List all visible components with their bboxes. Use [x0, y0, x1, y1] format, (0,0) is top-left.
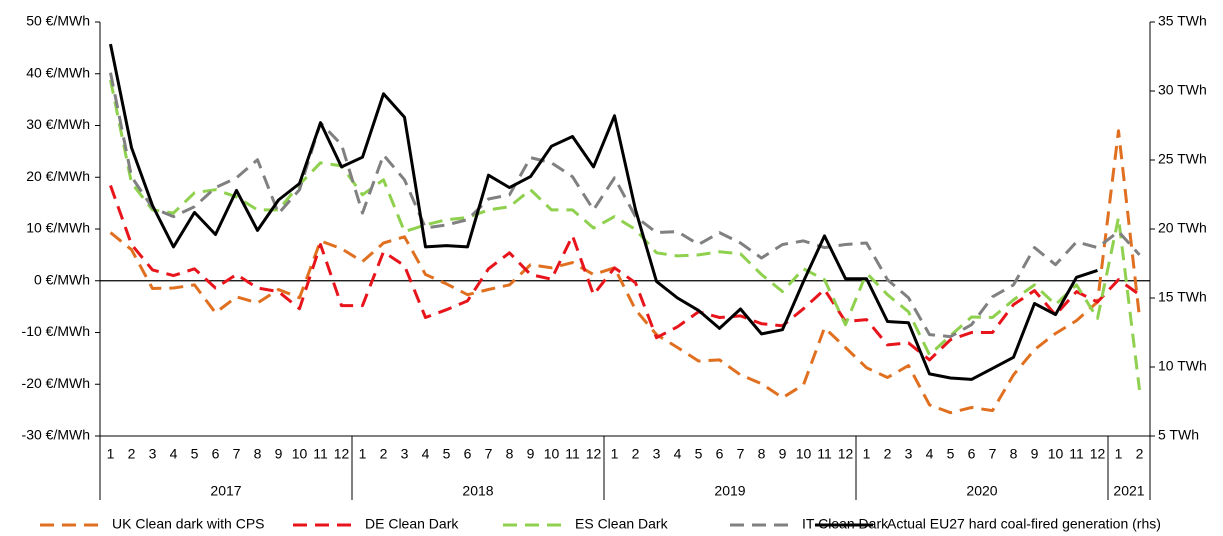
series-line [109, 79, 1141, 391]
x-tick-label: 10 [544, 446, 560, 462]
x-tick-label: 1 [1115, 446, 1123, 462]
series-line [109, 184, 1141, 362]
legend-label: DE Clean Dark [365, 516, 459, 532]
y-tick-label: 20 €/MWh [26, 168, 90, 184]
x-tick-label: 1 [611, 446, 619, 462]
x-tick-label: 5 [443, 446, 451, 462]
x-tick-label: 2 [1136, 446, 1144, 462]
y2-tick-label: 30 TWh [1158, 82, 1207, 98]
x-tick-label: 11 [817, 446, 832, 462]
x-tick-label: 8 [1010, 446, 1018, 462]
year-label: 2021 [1113, 483, 1144, 499]
x-tick-label: 5 [947, 446, 955, 462]
x-tick-label: 4 [422, 446, 430, 462]
y-tick-label: 50 €/MWh [26, 13, 90, 29]
series-line [109, 43, 1098, 381]
x-tick-label: 6 [716, 446, 724, 462]
x-tick-label: 11 [565, 446, 580, 462]
y2-tick-label: 10 TWh [1158, 358, 1207, 374]
x-tick-label: 7 [233, 446, 241, 462]
x-tick-label: 1 [107, 446, 115, 462]
x-tick-label: 4 [674, 446, 682, 462]
x-tick-label: 3 [905, 446, 913, 462]
x-tick-label: 9 [779, 446, 787, 462]
x-tick-label: 10 [796, 446, 812, 462]
x-tick-label: 5 [191, 446, 199, 462]
y-tick-label: 10 €/MWh [26, 220, 90, 236]
x-tick-label: 9 [1031, 446, 1039, 462]
x-tick-label: 9 [527, 446, 535, 462]
legend-label: UK Clean dark with CPS [112, 516, 265, 532]
y2-tick-label: 5 TWh [1158, 427, 1199, 443]
x-tick-label: 2 [128, 446, 136, 462]
y2-tick-label: 25 TWh [1158, 151, 1207, 167]
series-line [109, 72, 1141, 339]
x-tick-label: 7 [989, 446, 997, 462]
y-tick-label: -10 €/MWh [22, 323, 90, 339]
x-tick-label: 2 [380, 446, 388, 462]
year-label: 2019 [714, 483, 745, 499]
x-tick-label: 2 [632, 446, 640, 462]
legend-label: Actual EU27 hard coal-fired generation (… [887, 516, 1161, 532]
x-tick-label: 7 [485, 446, 493, 462]
x-tick-label: 8 [506, 446, 514, 462]
x-tick-label: 12 [586, 446, 602, 462]
year-label: 2020 [966, 483, 997, 499]
x-tick-label: 8 [758, 446, 766, 462]
y-tick-label: 40 €/MWh [26, 64, 90, 80]
legend-label: ES Clean Dark [575, 516, 669, 532]
x-tick-label: 2 [884, 446, 892, 462]
x-tick-label: 6 [212, 446, 220, 462]
x-tick-label: 4 [170, 446, 178, 462]
y-tick-label: 30 €/MWh [26, 116, 90, 132]
x-tick-label: 11 [313, 446, 328, 462]
x-tick-label: 3 [149, 446, 157, 462]
year-label: 2018 [462, 483, 493, 499]
x-tick-label: 12 [334, 446, 350, 462]
x-tick-label: 1 [359, 446, 367, 462]
series-line [109, 129, 1141, 415]
x-tick-label: 5 [695, 446, 703, 462]
x-tick-label: 6 [464, 446, 472, 462]
x-tick-label: 3 [401, 446, 409, 462]
x-tick-label: 11 [1069, 446, 1084, 462]
y-tick-label: -20 €/MWh [22, 375, 90, 391]
y-tick-label: 0 €/MWh [34, 271, 90, 287]
y2-tick-label: 15 TWh [1158, 289, 1207, 305]
x-tick-label: 3 [653, 446, 661, 462]
x-tick-label: 10 [1048, 446, 1064, 462]
x-tick-label: 12 [838, 446, 854, 462]
x-tick-label: 9 [275, 446, 283, 462]
x-tick-label: 10 [292, 446, 308, 462]
year-label: 2017 [210, 483, 241, 499]
y2-tick-label: 20 TWh [1158, 220, 1207, 236]
x-tick-label: 12 [1090, 446, 1106, 462]
x-tick-label: 1 [863, 446, 871, 462]
x-tick-label: 8 [254, 446, 262, 462]
x-tick-label: 7 [737, 446, 745, 462]
x-tick-label: 6 [968, 446, 976, 462]
x-tick-label: 4 [926, 446, 934, 462]
y2-tick-label: 35 TWh [1158, 13, 1207, 29]
y-tick-label: -30 €/MWh [22, 427, 90, 443]
